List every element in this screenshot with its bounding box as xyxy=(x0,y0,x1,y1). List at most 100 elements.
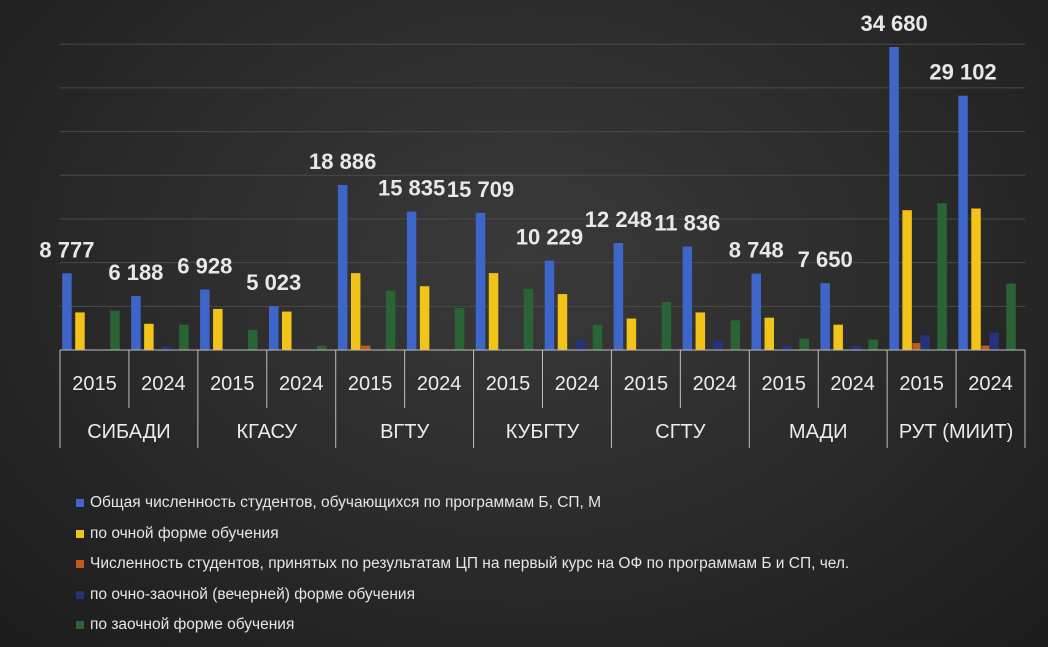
bar xyxy=(179,324,189,350)
bar xyxy=(820,283,830,350)
gridlines xyxy=(60,43,1025,307)
bar xyxy=(337,184,348,350)
legend-label: по заочной форме обучения xyxy=(90,616,295,634)
bar xyxy=(131,295,141,350)
legend-swatch xyxy=(76,621,84,630)
bar xyxy=(920,335,930,350)
year-tick-label: 2024 xyxy=(693,373,738,395)
bar xyxy=(833,324,843,350)
bar xyxy=(544,260,555,350)
legend-swatch xyxy=(76,499,84,508)
bar xyxy=(981,345,991,350)
data-label: 18 886 xyxy=(309,149,376,174)
group-tick-label: КУБГТУ xyxy=(506,421,580,443)
year-tick-label: 2015 xyxy=(210,373,255,395)
bar xyxy=(626,318,637,350)
bar xyxy=(213,308,223,350)
bar xyxy=(799,338,809,350)
bar xyxy=(317,345,327,350)
legend-swatch xyxy=(76,560,84,569)
bar xyxy=(144,323,154,350)
year-tick-label: 2015 xyxy=(624,373,669,395)
year-tick-label: 2015 xyxy=(348,373,393,395)
legend-item: по очной форме обучения xyxy=(76,519,849,550)
bar xyxy=(110,310,120,350)
data-label: 6 188 xyxy=(108,260,163,285)
bar xyxy=(62,273,72,350)
data-label: 11 836 xyxy=(654,211,720,236)
bar xyxy=(889,47,899,350)
data-label: 8 777 xyxy=(39,237,94,262)
bar xyxy=(454,308,465,350)
group-tick-label: МАДИ xyxy=(789,421,848,443)
bar xyxy=(682,246,693,350)
legend: Общая численность студентов, обучающихся… xyxy=(76,488,849,641)
data-label: 15 835 xyxy=(378,176,445,201)
year-tick-label: 2024 xyxy=(141,373,186,395)
data-label: 5 023 xyxy=(246,270,301,295)
bar xyxy=(269,306,279,350)
bar xyxy=(523,288,534,350)
bar xyxy=(350,273,361,350)
year-tick-label: 2015 xyxy=(762,373,807,395)
bar xyxy=(958,95,968,350)
bar xyxy=(613,242,624,350)
bar xyxy=(902,210,912,350)
year-tick-label: 2015 xyxy=(899,373,944,395)
legend-label: по очной форме обучения xyxy=(90,524,279,542)
bar xyxy=(868,339,878,350)
legend-swatch xyxy=(76,590,84,599)
bar xyxy=(282,311,292,350)
year-tick-label: 2024 xyxy=(830,373,875,395)
legend-item: по очно-заочной (вечерней) форме обучени… xyxy=(76,580,849,611)
bar xyxy=(661,301,672,350)
bar xyxy=(385,290,396,350)
group-tick-label: РУТ (МИИТ) xyxy=(899,421,1013,443)
data-label: 15 709 xyxy=(447,177,514,202)
year-tick-label: 2024 xyxy=(279,373,324,395)
group-tick-label: КГАСУ xyxy=(237,421,298,443)
bar xyxy=(695,312,706,350)
bar xyxy=(75,312,85,350)
bar xyxy=(989,332,999,350)
bar xyxy=(851,345,861,350)
bar xyxy=(419,286,430,350)
data-label: 6 928 xyxy=(177,253,232,278)
year-tick-label: 2024 xyxy=(555,373,600,395)
legend-item: по заочной форме обучения xyxy=(76,610,849,641)
bar xyxy=(1006,283,1016,350)
legend-label: Численность студентов, принятых по резул… xyxy=(90,555,850,573)
data-label: 12 248 xyxy=(585,207,652,232)
legend-label: по очно-заочной (вечерней) форме обучени… xyxy=(90,585,415,603)
bar xyxy=(592,324,603,350)
bar xyxy=(912,343,922,350)
data-label: 8 748 xyxy=(729,238,784,263)
legend-swatch xyxy=(76,529,84,538)
data-label: 7 650 xyxy=(798,247,853,272)
bar xyxy=(575,340,586,350)
bar xyxy=(730,320,741,350)
year-tick-label: 2015 xyxy=(486,373,531,395)
bar xyxy=(751,273,761,350)
legend-item: Численность студентов, принятых по резул… xyxy=(76,549,849,580)
bar xyxy=(475,212,486,350)
bar xyxy=(557,294,568,350)
year-tick-label: 2024 xyxy=(417,373,462,395)
bar xyxy=(713,340,724,350)
bar xyxy=(162,346,172,350)
category-axis: 2015 2024 СИБАДИ 2015 2024 КГАСУ 2015 2024 ВГТУ 2… xyxy=(59,349,1026,448)
bar xyxy=(971,208,981,350)
data-label: 34 680 xyxy=(860,11,927,36)
legend-item: Общая численность студентов, обучающихся… xyxy=(76,488,849,519)
bar xyxy=(488,273,499,350)
bar xyxy=(248,329,258,350)
bars xyxy=(62,47,1016,350)
bar xyxy=(406,211,417,350)
bar xyxy=(782,345,792,350)
data-label: 10 229 xyxy=(516,225,583,250)
bar xyxy=(200,289,210,350)
bar xyxy=(360,345,371,350)
bar xyxy=(764,317,774,350)
